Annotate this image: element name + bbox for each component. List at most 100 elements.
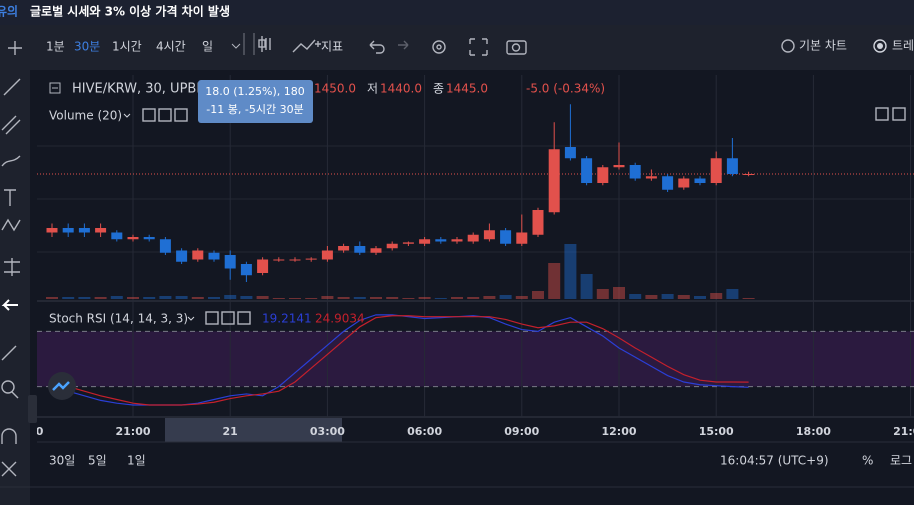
candle-body bbox=[662, 176, 674, 190]
range-button[interactable]: 30일 bbox=[49, 454, 75, 468]
interval[interactable]: 일 bbox=[202, 40, 213, 54]
time-label: 21 bbox=[223, 425, 238, 438]
volume-bar bbox=[564, 244, 577, 299]
volume-bar bbox=[580, 274, 593, 299]
stoch-d-line bbox=[51, 315, 749, 406]
volume-bar bbox=[208, 297, 220, 299]
chart-type[interactable]: 기본 차트 bbox=[799, 39, 847, 53]
volume-bar bbox=[127, 297, 139, 299]
candle-body bbox=[694, 178, 706, 183]
candle-body bbox=[678, 178, 690, 188]
pane-buttons bbox=[142, 107, 906, 325]
candle-body bbox=[62, 228, 74, 233]
candle-body bbox=[532, 210, 544, 235]
volume-bar bbox=[710, 293, 723, 299]
volume-bar bbox=[305, 298, 318, 299]
chart-type[interactable]: 트레 bbox=[892, 39, 914, 53]
interval[interactable]: 1시간 bbox=[112, 40, 142, 54]
volume-bar bbox=[240, 296, 253, 299]
volume-bar bbox=[418, 297, 431, 299]
candle-body bbox=[95, 228, 107, 233]
candle-body bbox=[257, 259, 269, 273]
volume-bar bbox=[370, 297, 382, 299]
ohlc-label: 종 bbox=[433, 82, 444, 96]
candle-body bbox=[613, 165, 625, 168]
tooltip-line: -11 봉, -5시간 30분 bbox=[206, 103, 303, 116]
stoch-band bbox=[37, 331, 914, 387]
scale-option[interactable]: % bbox=[862, 454, 873, 468]
volume-bar bbox=[548, 263, 561, 299]
time-label: 06:00 bbox=[407, 425, 442, 438]
time-label: 09:00 bbox=[504, 425, 539, 438]
left-toolbar bbox=[0, 25, 30, 505]
volume-bar bbox=[353, 297, 366, 299]
volume-bar bbox=[451, 297, 463, 299]
time-label: 18:00 bbox=[796, 425, 831, 438]
volume-bar bbox=[289, 298, 301, 299]
collapse-box[interactable] bbox=[49, 82, 61, 94]
candle-body bbox=[451, 239, 463, 242]
volume-bar bbox=[110, 296, 123, 299]
bottom-bar bbox=[37, 442, 914, 505]
volume-label: Volume (20) bbox=[49, 109, 122, 123]
plot bbox=[37, 75, 914, 417]
interval[interactable]: 30분 bbox=[74, 40, 100, 54]
volume-bar bbox=[613, 287, 625, 299]
candle-body bbox=[597, 167, 609, 183]
volume-bar bbox=[272, 298, 285, 299]
d-value: 24.9034 bbox=[315, 312, 365, 326]
banner-text: 글로벌 시세와 3% 이상 가격 차이 발생 bbox=[30, 4, 230, 19]
volume-bar bbox=[256, 296, 269, 299]
candle-body bbox=[338, 246, 350, 251]
volume-bar bbox=[191, 297, 204, 299]
time-label: 21:00 bbox=[115, 425, 150, 438]
tooltip-box bbox=[198, 80, 313, 123]
candle-body bbox=[78, 228, 90, 233]
candle-body bbox=[516, 232, 528, 244]
candle-body bbox=[273, 259, 285, 261]
volume-bar bbox=[677, 295, 690, 299]
volume-bar bbox=[46, 297, 58, 299]
toolbar-bg bbox=[0, 25, 914, 70]
candle-body bbox=[192, 250, 204, 260]
k-value: 19.2141 bbox=[262, 312, 312, 326]
range-button[interactable]: 1일 bbox=[127, 454, 146, 468]
interval[interactable]: 4시간 bbox=[156, 40, 186, 54]
range-button[interactable]: 5일 bbox=[88, 454, 107, 468]
volume-bar bbox=[515, 296, 528, 299]
ohlc-value: 1450.0 bbox=[314, 82, 356, 96]
time-label: 00 bbox=[28, 425, 44, 438]
volume-bar bbox=[224, 295, 237, 299]
candle-body bbox=[710, 158, 722, 183]
banner-bg bbox=[0, 0, 914, 25]
volume-bar bbox=[694, 296, 706, 299]
candle-body bbox=[581, 158, 593, 183]
interval[interactable]: 1분 bbox=[46, 40, 65, 54]
collapse-tab[interactable] bbox=[28, 395, 37, 423]
candle-body bbox=[467, 234, 479, 242]
candle-body bbox=[500, 230, 512, 244]
candle-body bbox=[743, 174, 755, 175]
bottom-controls: 16:04:57 (UTC+9) % 로그 30일 5일 1일 bbox=[49, 454, 912, 468]
candle-body bbox=[370, 248, 382, 253]
volume-bar bbox=[645, 295, 658, 299]
candle-body bbox=[726, 158, 738, 174]
candle-body bbox=[240, 264, 252, 276]
candle-body bbox=[159, 239, 171, 253]
indicator-button[interactable]: 지표 bbox=[321, 40, 343, 54]
radio[interactable] bbox=[873, 39, 887, 53]
tooltip-line: 18.0 (1.25%), 180 bbox=[205, 85, 305, 98]
symbol: HIVE/KRW, 30, UPBIT bbox=[72, 82, 208, 97]
left-icons bbox=[1, 41, 22, 477]
toolbar-icons bbox=[243, 33, 527, 56]
candle-body bbox=[208, 252, 220, 260]
ohlc-label: 저 bbox=[367, 82, 378, 96]
radio-dot bbox=[877, 43, 883, 49]
candle-body bbox=[224, 255, 236, 269]
candle-body bbox=[548, 149, 560, 213]
candle-body bbox=[483, 230, 495, 240]
legend: HIVE/KRW, 30, UPBIT Volume (20) Stoch RS… bbox=[49, 82, 605, 326]
candle-body bbox=[386, 243, 398, 249]
radio[interactable] bbox=[781, 39, 795, 53]
scale-option[interactable]: 로그 bbox=[890, 454, 912, 468]
